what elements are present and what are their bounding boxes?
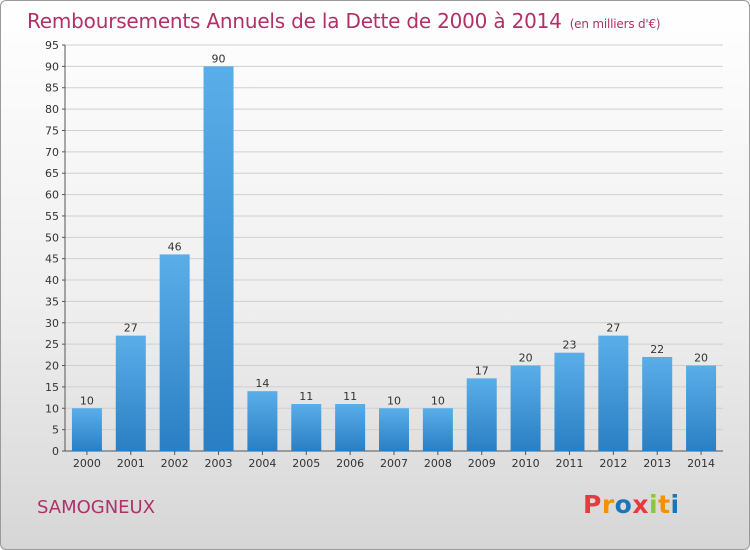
bar-2006 <box>335 403 366 451</box>
x-tick-label: 2006 <box>336 457 364 470</box>
bar-2013 <box>642 356 673 451</box>
y-tick-label: 90 <box>45 60 59 73</box>
logo-letter: P <box>583 490 602 519</box>
y-tick-label: 75 <box>45 124 59 137</box>
y-tick-label: 15 <box>45 381 59 394</box>
y-tick-label: 95 <box>45 39 59 52</box>
logo-letter: t <box>658 490 671 519</box>
bar-2007 <box>379 408 409 451</box>
bars <box>71 66 717 452</box>
y-tick-label: 55 <box>45 210 59 223</box>
x-tick-label: 2004 <box>248 457 276 470</box>
value-label: 22 <box>650 343 664 356</box>
bar-2012 <box>598 335 629 451</box>
x-tick-label: 2002 <box>161 457 189 470</box>
chart-title: Remboursements Annuels de la Dette de 20… <box>27 9 661 33</box>
x-tick-label: 2007 <box>380 457 408 470</box>
x-tick-label: 2013 <box>643 457 671 470</box>
x-tick-label: 2011 <box>555 457 583 470</box>
x-tick-label: 2008 <box>424 457 452 470</box>
value-label: 14 <box>255 377 269 390</box>
value-label: 23 <box>562 339 576 352</box>
y-tick-label: 50 <box>45 231 59 244</box>
value-label: 10 <box>80 394 94 407</box>
x-tick-label: 2014 <box>687 457 715 470</box>
logo-letter: i <box>649 490 659 519</box>
bar-2005 <box>291 403 322 451</box>
bar-2008 <box>422 408 453 451</box>
y-tick-label: 65 <box>45 167 59 180</box>
logo-letter: o <box>614 490 633 519</box>
y-tick-label: 5 <box>52 424 59 437</box>
chart-unit: (en milliers d'€) <box>569 17 661 31</box>
y-tick-label: 30 <box>45 317 59 330</box>
value-label: 90 <box>212 52 226 65</box>
y-tick-label: 25 <box>45 338 59 351</box>
city-name: SAMOGNEUX <box>37 497 156 518</box>
value-label: 27 <box>606 322 620 335</box>
x-tick-label: 2009 <box>468 457 496 470</box>
value-label: 10 <box>387 394 401 407</box>
y-tick-label: 35 <box>45 295 59 308</box>
x-tick-label: 2000 <box>73 457 101 470</box>
y-tick-label: 45 <box>45 253 59 266</box>
value-label: 27 <box>124 322 138 335</box>
x-tick-label: 2010 <box>512 457 540 470</box>
value-label: 11 <box>299 390 313 403</box>
value-label: 46 <box>168 240 182 253</box>
x-tick-label: 2003 <box>205 457 233 470</box>
y-tick-label: 40 <box>45 274 59 287</box>
value-label: 11 <box>343 390 357 403</box>
y-tick-label: 85 <box>45 82 59 95</box>
y-tick-label: 80 <box>45 103 59 116</box>
value-label: 17 <box>475 364 489 377</box>
y-tick-label: 60 <box>45 189 59 202</box>
y-tick-label: 20 <box>45 360 59 373</box>
x-tick-label: 2001 <box>117 457 145 470</box>
logo-letter: r <box>601 490 615 519</box>
bar-2004 <box>247 391 278 451</box>
x-tick-label: 2012 <box>599 457 627 470</box>
proxiti-logo: Proxiti <box>583 490 680 519</box>
bar-2000 <box>71 408 102 451</box>
bar-2009 <box>466 378 497 451</box>
bar-2014 <box>686 365 717 451</box>
logo-letter: i <box>670 490 680 519</box>
x-tick-labels: 2000 2001 2002 2003 2004 2005 2006 2007 2008 2009… <box>73 451 715 470</box>
value-label: 10 <box>431 394 445 407</box>
value-label: 20 <box>519 352 533 365</box>
bar-2010 <box>510 365 541 451</box>
chart-title-text: Remboursements Annuels de la Dette de 20… <box>27 9 562 33</box>
y-tick-label: 70 <box>45 146 59 159</box>
y-tick-label: 10 <box>45 402 59 415</box>
y-tick-label: 0 <box>52 445 59 458</box>
bar-2003 <box>203 66 234 452</box>
bar-2011 <box>554 352 585 451</box>
bar-2002 <box>159 254 190 451</box>
bar-2001 <box>115 335 146 451</box>
value-label: 20 <box>694 352 708 365</box>
logo-letter: x <box>632 490 649 519</box>
value-labels: 10 27 46 90 14 11 11 10 10 17 20 23 27 22 20 <box>80 52 708 407</box>
x-tick-label: 2005 <box>292 457 320 470</box>
y-tick-labels: 0 5 10 15 20 25 30 35 40 45 50 55 60 65 70 75 80 85 90 95 <box>45 39 59 458</box>
